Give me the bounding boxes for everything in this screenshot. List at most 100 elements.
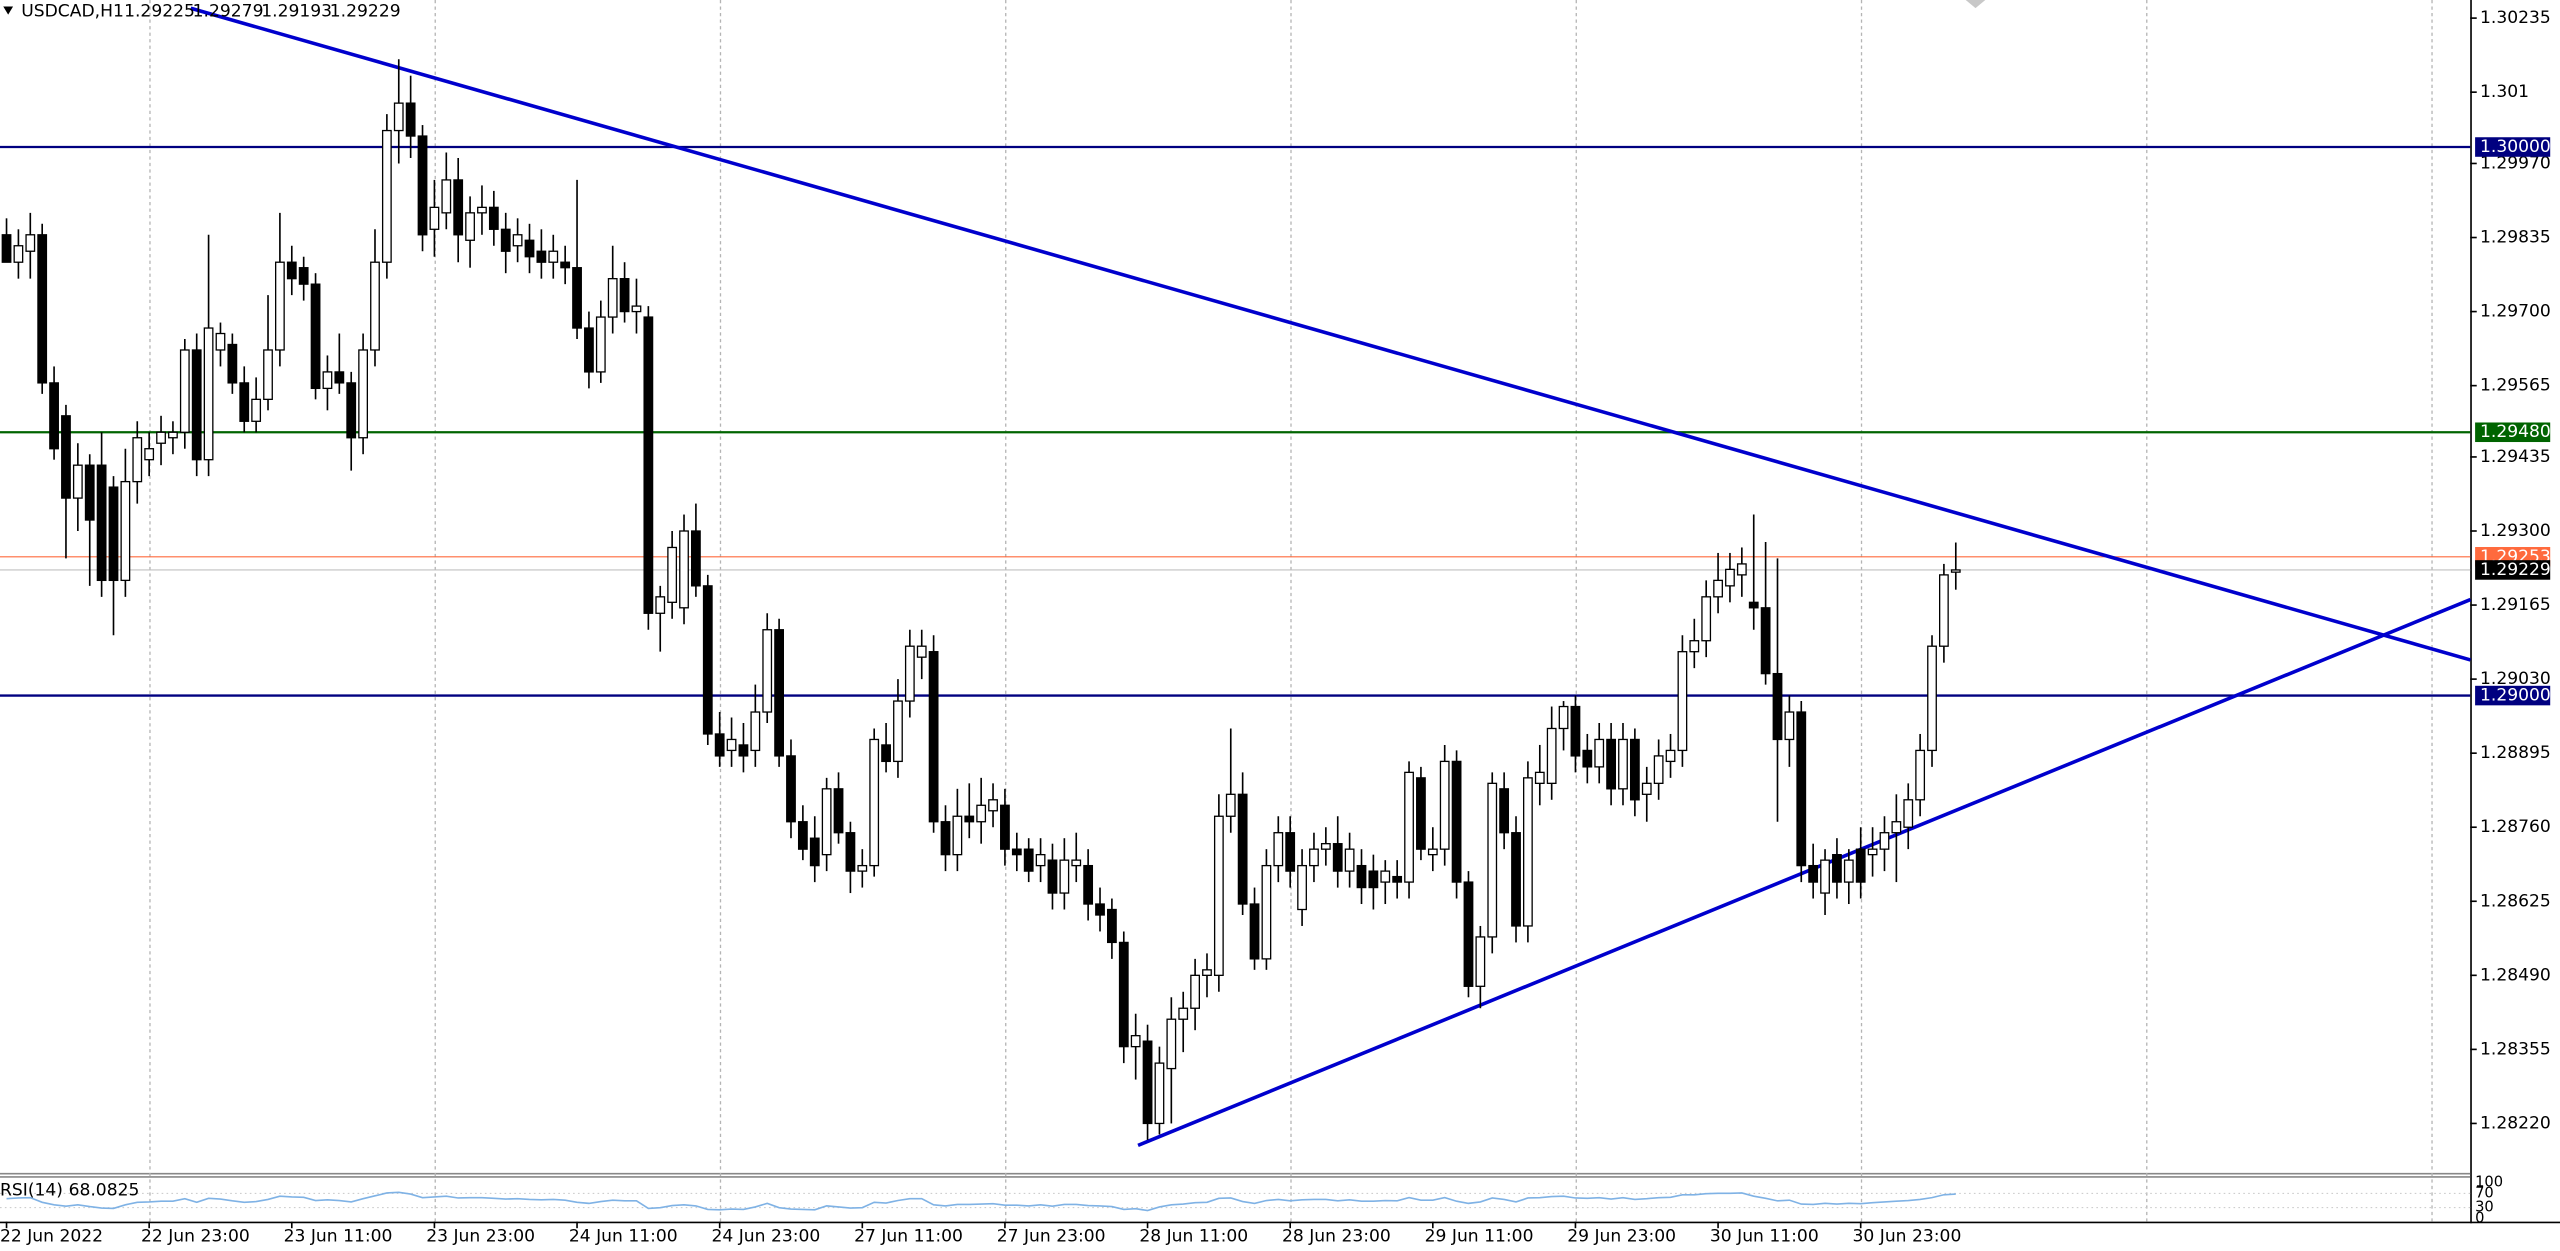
candle-body bbox=[132, 437, 143, 483]
candle-body bbox=[1, 234, 12, 263]
candle-body bbox=[179, 349, 190, 433]
y-tick-label: 1.28220 bbox=[2480, 1113, 2551, 1133]
candle-body bbox=[1475, 936, 1486, 987]
candle-body bbox=[156, 431, 166, 444]
candle-body bbox=[1832, 853, 1842, 883]
y-tick-label: 1.29030 bbox=[2480, 669, 2551, 689]
candle-body bbox=[72, 464, 83, 499]
candle-body bbox=[1320, 843, 1331, 850]
x-tick-label: 27 Jun 23:00 bbox=[997, 1226, 1106, 1246]
candle-body bbox=[1451, 760, 1462, 883]
x-tick-label: 30 Jun 23:00 bbox=[1853, 1226, 1962, 1246]
candle-body bbox=[667, 546, 678, 603]
candle-body bbox=[774, 629, 785, 757]
candle-body bbox=[1261, 864, 1272, 960]
candle-body bbox=[1273, 832, 1284, 867]
candle-body bbox=[275, 261, 285, 351]
candle-body bbox=[1772, 672, 1783, 741]
candle-body bbox=[1939, 574, 1949, 647]
candle-body bbox=[453, 179, 464, 236]
candle-body bbox=[988, 799, 998, 812]
x-tick-label: 28 Jun 11:00 bbox=[1139, 1226, 1248, 1246]
y-tick-label: 1.29700 bbox=[2480, 302, 2551, 322]
shift-marker bbox=[1965, 0, 1986, 9]
candle-body bbox=[762, 629, 773, 713]
x-tick-label: 29 Jun 23:00 bbox=[1567, 1226, 1676, 1246]
candle-body bbox=[441, 179, 452, 214]
candle-body bbox=[797, 821, 808, 850]
candle-body bbox=[1487, 782, 1498, 938]
candle-body bbox=[1344, 848, 1355, 872]
candle-body bbox=[869, 738, 880, 867]
level-label: 1.30000 bbox=[2480, 137, 2551, 157]
candle-body bbox=[168, 431, 178, 439]
candle-body bbox=[239, 382, 250, 422]
candle-body bbox=[1558, 705, 1569, 730]
candle-body bbox=[595, 316, 606, 373]
y-tick-label: 1.29300 bbox=[2480, 521, 2551, 541]
candle-body bbox=[1297, 864, 1307, 911]
candle-body bbox=[1677, 651, 1688, 752]
rsi-value: 68.0825 bbox=[69, 1181, 140, 1201]
candle-body bbox=[1118, 941, 1129, 1048]
candle-body bbox=[1546, 727, 1557, 784]
candle-body bbox=[215, 332, 226, 351]
candle-body bbox=[1237, 793, 1248, 905]
candle-body bbox=[429, 206, 440, 230]
candle-body bbox=[1879, 832, 1890, 850]
candle-body bbox=[251, 398, 262, 422]
candle-body bbox=[584, 327, 594, 373]
candle-body bbox=[191, 349, 202, 461]
rsi-line bbox=[6, 1191, 1956, 1212]
candle-body bbox=[1736, 563, 1747, 576]
candle-body bbox=[1784, 711, 1795, 741]
candle-body bbox=[833, 788, 844, 834]
candle-body bbox=[1095, 903, 1105, 916]
candle-body bbox=[691, 530, 701, 587]
candle-body bbox=[1927, 645, 1937, 752]
x-tick-label: 29 Jun 11:00 bbox=[1425, 1226, 1534, 1246]
candle-body bbox=[393, 102, 404, 132]
candle-body bbox=[1059, 859, 1070, 894]
candle-body bbox=[1748, 601, 1759, 609]
candle-body bbox=[286, 261, 297, 280]
candle-body bbox=[1427, 848, 1438, 856]
candle-body bbox=[536, 250, 547, 263]
candle-body bbox=[1796, 711, 1807, 867]
candle-body bbox=[1380, 870, 1391, 883]
candle-body bbox=[679, 530, 689, 609]
y-tick-label: 1.28625 bbox=[2480, 891, 2551, 911]
candle-body bbox=[1023, 848, 1034, 872]
candle-body bbox=[61, 415, 71, 499]
candle-body bbox=[1606, 738, 1617, 790]
candle-body bbox=[881, 744, 891, 763]
candle-body bbox=[572, 267, 582, 329]
candle-body bbox=[1213, 815, 1224, 976]
candle-body bbox=[49, 382, 59, 450]
candle-body bbox=[334, 371, 345, 384]
candle-body bbox=[1439, 760, 1450, 850]
candle-body bbox=[1000, 804, 1010, 850]
trend-line bbox=[190, 6, 2471, 662]
x-tick-label: 24 Jun 11:00 bbox=[569, 1226, 678, 1246]
candle-body bbox=[750, 711, 761, 752]
x-tick-label: 28 Jun 23:00 bbox=[1282, 1226, 1391, 1246]
candle-body bbox=[786, 755, 796, 823]
candle-body bbox=[346, 382, 357, 439]
candle-body bbox=[370, 261, 380, 351]
candle-body bbox=[857, 864, 868, 872]
low-value: 1.29193 bbox=[261, 1, 332, 21]
rsi-title: RSI(14) bbox=[0, 1181, 63, 1201]
y-tick-label: 1.29565 bbox=[2480, 376, 2551, 396]
candle-body bbox=[928, 651, 939, 823]
candle-body bbox=[643, 316, 654, 614]
candle-body bbox=[1225, 793, 1236, 817]
candle-body bbox=[477, 206, 487, 214]
candle-body bbox=[405, 102, 416, 137]
x-tick-label: 27 Jun 11:00 bbox=[854, 1226, 963, 1246]
menu-triangle[interactable] bbox=[3, 6, 14, 15]
bid-label: 1.29229 bbox=[2480, 560, 2551, 580]
level-label: 1.29480 bbox=[2480, 422, 2551, 442]
candle-body bbox=[1653, 755, 1664, 784]
